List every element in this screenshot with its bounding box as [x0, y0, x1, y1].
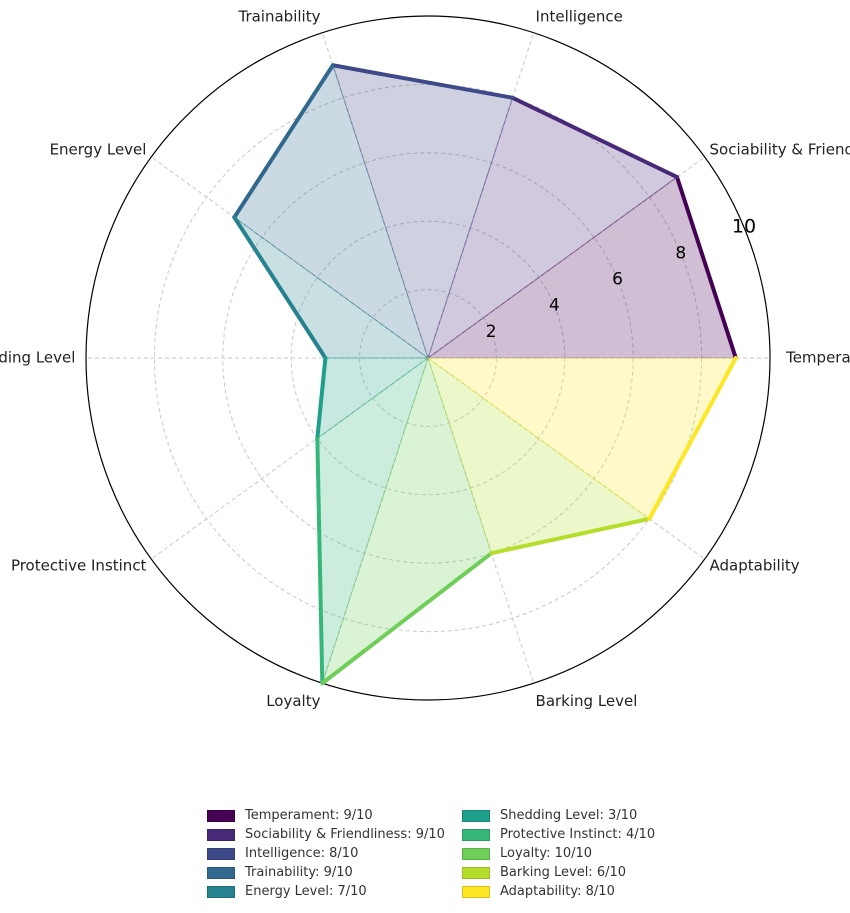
legend-swatch: [462, 828, 490, 841]
legend-label: Protective Instinct: 4/10: [500, 827, 656, 842]
legend-swatch: [207, 828, 235, 841]
radial-tick-label: 8: [675, 243, 686, 263]
legend-label: Energy Level: 7/10: [245, 884, 367, 899]
legend-label: Sociability & Friendliness: 9/10: [245, 827, 445, 842]
legend-label: Temperament: 9/10: [245, 808, 373, 823]
legend-swatch: [207, 866, 235, 879]
legend-item: Energy Level: 7/10: [207, 882, 462, 901]
grid-circle: [359, 289, 497, 427]
segment-edge: [320, 551, 494, 686]
legend-item: Temperament: 9/10: [207, 806, 462, 825]
segment-edge: [315, 356, 328, 441]
category-label: Shedding Level: [0, 349, 75, 367]
grid-spoke: [321, 357, 429, 684]
segment-edge: [510, 95, 680, 180]
legend-swatch: [207, 847, 235, 860]
grid-spoke: [427, 156, 705, 359]
legend-swatch: [462, 847, 490, 860]
grid-spoke: [427, 32, 535, 359]
legend-label: Barking Level: 6/10: [500, 865, 627, 880]
radial-tick-label: 4: [549, 296, 560, 316]
segment-edge: [232, 215, 328, 360]
legend: Temperament: 9/10 Shedding Level: 3/10 S…: [207, 806, 662, 901]
legend-label: Loyalty: 10/10: [500, 846, 593, 861]
legend-swatch: [207, 809, 235, 822]
legend-item: Adaptability: 8/10: [462, 882, 662, 901]
category-label: Protective Instinct: [11, 557, 147, 575]
legend-label: Shedding Level: 3/10: [500, 808, 638, 823]
category-label: Loyalty: [266, 692, 320, 710]
segment-edge: [315, 436, 325, 686]
legend-item: Loyalty: 10/10: [462, 844, 662, 863]
category-label: Barking Level: [536, 692, 638, 710]
legend-item: Protective Instinct: 4/10: [462, 825, 662, 844]
legend-item: Trainability: 9/10: [207, 863, 462, 882]
category-label: Sociability & Friendliness: [710, 140, 850, 158]
legend-label: Intelligence: 8/10: [245, 846, 359, 861]
legend-item: Barking Level: 6/10: [462, 863, 662, 882]
category-label: Intelligence: [536, 7, 623, 25]
segment-edge: [330, 63, 515, 100]
legend-swatch: [462, 809, 490, 822]
category-label: Energy Level: [50, 140, 147, 158]
radial-tick-label: 6: [612, 269, 623, 289]
grid-spoke: [151, 357, 429, 560]
radial-tick-label: 10: [732, 216, 756, 238]
legend-swatch: [462, 866, 490, 879]
segment-edge: [675, 175, 738, 360]
segment-edge: [489, 516, 652, 556]
legend-item: Intelligence: 8/10: [207, 844, 462, 863]
segment-edge: [232, 63, 335, 220]
radial-tick-label: 2: [486, 322, 497, 342]
legend-item: Shedding Level: 3/10: [462, 806, 662, 825]
category-label: Trainability: [237, 7, 320, 25]
legend-item: Sociability & Friendliness: 9/10: [207, 825, 462, 844]
grid-spoke: [151, 156, 429, 359]
category-label: Temperament: [785, 349, 850, 367]
legend-label: Adaptability: 8/10: [500, 884, 615, 899]
legend-swatch: [462, 885, 490, 898]
outer-ring: [85, 15, 771, 701]
legend-label: Trainability: 9/10: [245, 865, 353, 880]
legend-swatch: [207, 885, 235, 898]
grid-spoke: [427, 357, 705, 560]
grid-spoke: [321, 32, 429, 359]
segment-edge: [647, 356, 738, 521]
grid-spoke: [427, 357, 535, 684]
category-label: Adaptability: [710, 557, 800, 575]
